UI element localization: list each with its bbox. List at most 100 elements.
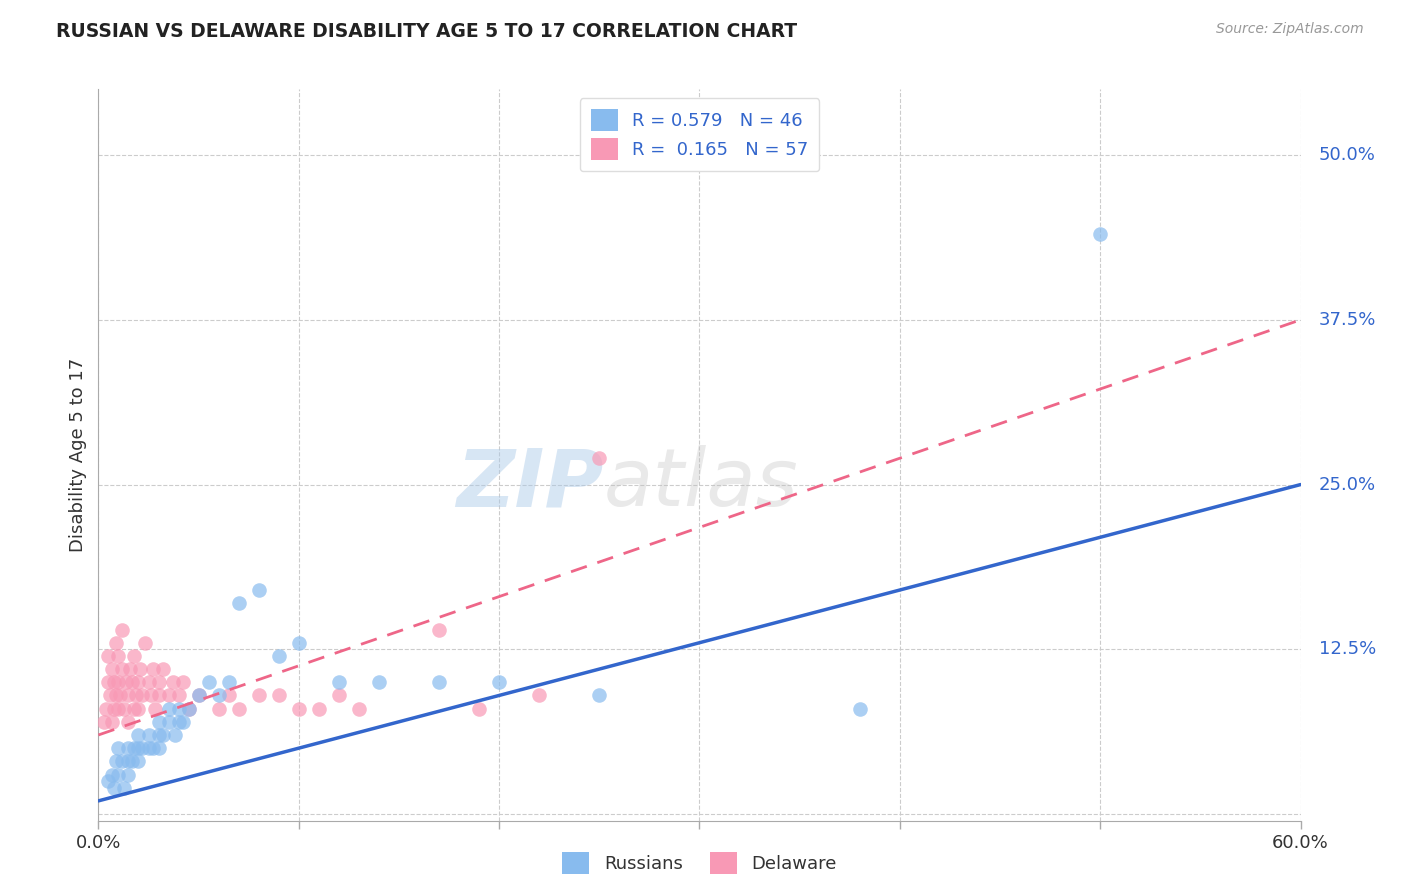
Point — [111, 623, 134, 637]
Point — [218, 689, 240, 703]
Point — [148, 714, 170, 729]
Point — [138, 728, 160, 742]
Point — [128, 728, 150, 742]
Point — [152, 728, 174, 742]
Point — [187, 689, 209, 703]
Point — [288, 636, 311, 650]
Text: ZIP: ZIP — [456, 445, 603, 524]
Text: 50.0%: 50.0% — [1319, 146, 1375, 164]
Text: RUSSIAN VS DELAWARE DISABILITY AGE 5 TO 17 CORRELATION CHART: RUSSIAN VS DELAWARE DISABILITY AGE 5 TO … — [56, 22, 797, 41]
Point — [849, 701, 872, 715]
Point — [172, 714, 194, 729]
Point — [148, 675, 170, 690]
Point — [208, 689, 231, 703]
Point — [288, 701, 311, 715]
Point — [138, 675, 160, 690]
Text: atlas: atlas — [603, 445, 799, 524]
Y-axis label: Disability Age 5 to 17: Disability Age 5 to 17 — [69, 358, 87, 552]
Point — [121, 755, 143, 769]
Point — [162, 675, 184, 690]
Point — [110, 689, 132, 703]
Point — [163, 728, 186, 742]
Point — [368, 675, 391, 690]
Point — [105, 689, 128, 703]
Point — [107, 675, 129, 690]
Point — [97, 774, 120, 789]
Point — [121, 675, 143, 690]
Point — [120, 662, 142, 676]
Point — [105, 755, 128, 769]
Point — [129, 662, 152, 676]
Point — [177, 701, 200, 715]
Point — [267, 689, 290, 703]
Point — [247, 582, 270, 597]
Point — [427, 623, 450, 637]
Point — [117, 755, 139, 769]
Point — [197, 675, 219, 690]
Point — [588, 451, 610, 466]
Point — [148, 728, 170, 742]
Point — [101, 767, 124, 781]
Point — [588, 689, 610, 703]
Point — [328, 675, 350, 690]
Point — [103, 675, 125, 690]
Point — [131, 741, 153, 756]
Point — [1088, 227, 1111, 242]
Point — [107, 767, 129, 781]
Point — [128, 755, 150, 769]
Point — [100, 689, 122, 703]
Point — [117, 741, 139, 756]
Point — [167, 714, 190, 729]
Point — [177, 701, 200, 715]
Point — [347, 701, 370, 715]
Point — [468, 701, 491, 715]
Point — [131, 689, 153, 703]
Point — [107, 701, 129, 715]
Point — [103, 701, 125, 715]
Point — [96, 701, 118, 715]
Point — [148, 741, 170, 756]
Point — [107, 741, 129, 756]
Point — [103, 780, 125, 795]
Point — [134, 636, 156, 650]
Point — [124, 648, 146, 663]
Text: 25.0%: 25.0% — [1319, 475, 1375, 493]
Point — [97, 648, 120, 663]
Point — [157, 689, 180, 703]
Point — [128, 741, 150, 756]
Point — [218, 675, 240, 690]
Point — [93, 714, 115, 729]
Point — [157, 701, 180, 715]
Text: Source: ZipAtlas.com: Source: ZipAtlas.com — [1216, 22, 1364, 37]
Point — [488, 675, 510, 690]
Point — [328, 689, 350, 703]
Point — [139, 689, 162, 703]
Point — [529, 689, 551, 703]
Point — [167, 689, 190, 703]
Point — [143, 701, 166, 715]
Text: 37.5%: 37.5% — [1319, 310, 1376, 329]
Point — [114, 780, 136, 795]
Point — [228, 596, 250, 610]
Point — [427, 675, 450, 690]
Point — [267, 648, 290, 663]
Point — [124, 741, 146, 756]
Point — [141, 662, 163, 676]
Point — [101, 662, 124, 676]
Point — [115, 675, 138, 690]
Point — [208, 701, 231, 715]
Legend: Russians, Delaware: Russians, Delaware — [555, 845, 844, 881]
Point — [148, 689, 170, 703]
Point — [128, 701, 150, 715]
Point — [117, 767, 139, 781]
Point — [228, 701, 250, 715]
Point — [111, 662, 134, 676]
Point — [111, 755, 134, 769]
Text: 12.5%: 12.5% — [1319, 640, 1376, 658]
Point — [141, 741, 163, 756]
Point — [308, 701, 330, 715]
Point — [105, 636, 128, 650]
Point — [117, 689, 139, 703]
Point — [114, 701, 136, 715]
Point — [117, 714, 139, 729]
